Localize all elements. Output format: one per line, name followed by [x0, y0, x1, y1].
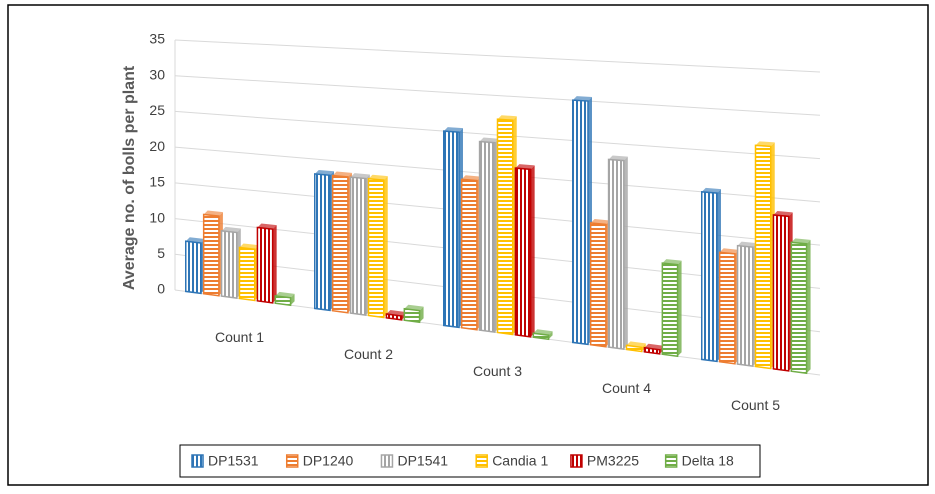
legend-box	[179, 444, 761, 478]
bar	[274, 294, 292, 307]
x-tick-label: Count 5	[731, 397, 780, 413]
bar	[385, 313, 403, 321]
bar	[460, 178, 478, 331]
bar	[403, 307, 421, 324]
bar	[443, 130, 460, 329]
x-tick-label: Count 4	[602, 380, 651, 396]
legend-label: Delta 18	[682, 453, 734, 469]
bar	[625, 344, 643, 353]
bar-side	[290, 293, 295, 306]
bar	[643, 346, 661, 355]
legend-label: Candia 1	[492, 453, 548, 469]
bar	[220, 230, 238, 300]
bar	[349, 176, 367, 317]
bar	[256, 226, 274, 304]
legend-swatch	[664, 454, 678, 468]
bar	[496, 118, 514, 336]
bar	[238, 246, 256, 302]
y-tick-label: 10	[149, 209, 165, 225]
legend-swatch	[475, 454, 488, 468]
y-tick-label: 20	[149, 138, 165, 154]
bar	[185, 240, 202, 295]
bar-side	[806, 239, 811, 374]
bar	[736, 244, 754, 368]
bar	[367, 177, 385, 319]
y-tick-label: 5	[157, 245, 165, 261]
bar	[718, 251, 736, 365]
bar-side	[548, 331, 553, 340]
legend-label: DP1240	[303, 453, 354, 469]
y-tick-label: 35	[149, 31, 165, 47]
legend-swatch	[285, 454, 299, 468]
bar	[331, 174, 349, 314]
bar-side	[530, 165, 535, 337]
bar	[790, 241, 808, 375]
legend-swatch	[191, 454, 204, 468]
bar	[202, 213, 220, 297]
bar-side	[623, 156, 628, 350]
y-tick-label: 25	[149, 102, 165, 118]
grid-line	[174, 75, 821, 116]
bar	[532, 332, 550, 341]
bar	[589, 222, 607, 348]
legend-swatch	[570, 454, 583, 468]
legend-label: PM3225	[587, 453, 639, 469]
bar	[514, 167, 532, 338]
y-tick-label: 0	[157, 281, 165, 297]
grid-line	[174, 39, 821, 73]
x-tick-label: Count 1	[215, 329, 264, 345]
bar	[754, 144, 772, 370]
bar	[661, 262, 679, 358]
bar-side	[677, 260, 682, 357]
bar-side	[419, 306, 424, 323]
bar	[772, 214, 790, 372]
bar-side	[383, 176, 388, 318]
y-axis-label: Average no. of bolls per plant	[121, 65, 138, 290]
bar	[572, 99, 589, 346]
legend-swatch	[380, 454, 394, 468]
bar	[607, 158, 625, 351]
x-tick-label: Count 3	[473, 363, 522, 379]
bar-side	[272, 225, 277, 303]
legend-label: DP1531	[208, 453, 259, 469]
legend-label: DP1541	[397, 453, 448, 469]
bar	[314, 173, 331, 312]
x-tick-label: Count 2	[344, 346, 393, 362]
bar	[478, 140, 496, 334]
bar	[701, 191, 718, 363]
y-tick-label: 15	[149, 174, 165, 190]
y-tick-label: 30	[149, 66, 165, 82]
